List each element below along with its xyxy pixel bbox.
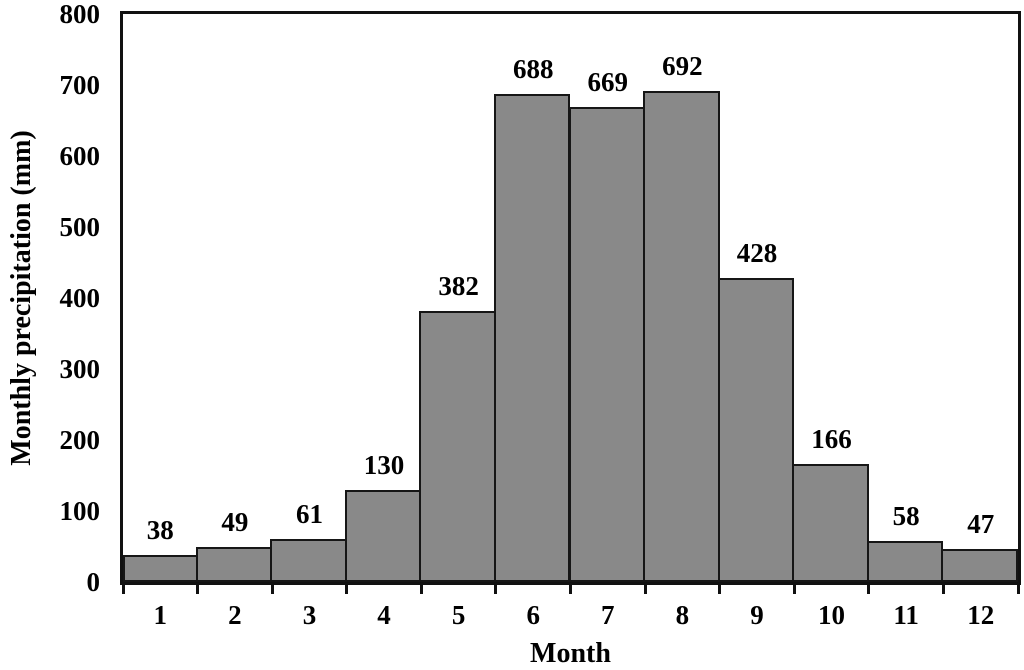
y-axis-tick-label: 500 xyxy=(59,212,101,242)
x-axis-tick-label: 5 xyxy=(451,600,466,630)
y-axis-tick-label: 300 xyxy=(59,354,101,384)
x-axis-tick-mark xyxy=(643,582,647,594)
x-axis-tick-mark xyxy=(1016,582,1020,594)
x-axis-tick-mark xyxy=(941,582,945,594)
bar-value-label: 58 xyxy=(892,501,920,531)
bar-value-label: 130 xyxy=(363,450,405,480)
y-axis-tick-label: 0 xyxy=(86,567,101,597)
bar-value-label: 49 xyxy=(221,507,249,537)
x-axis-tick-label: 8 xyxy=(675,600,690,630)
x-axis-tick-label: 2 xyxy=(228,600,242,630)
x-axis-tick-label: 1 xyxy=(153,600,168,630)
bar-month-5 xyxy=(419,311,496,582)
x-axis-tick-label: 12 xyxy=(967,600,995,630)
x-axis-tick-label: 3 xyxy=(302,600,317,630)
x-axis-tick-mark xyxy=(270,582,274,594)
bar-month-12 xyxy=(941,549,1018,582)
x-axis-tick-mark xyxy=(569,582,572,594)
bar-value-label: 692 xyxy=(662,51,703,81)
x-axis-tick-mark xyxy=(419,582,423,594)
bar-value-label: 428 xyxy=(736,238,778,268)
bar-month-1 xyxy=(123,555,198,582)
bar-value-label: 688 xyxy=(512,54,554,84)
bar-month-9 xyxy=(717,278,795,582)
y-axis-tick-label: 400 xyxy=(59,283,101,313)
x-axis-title: Month xyxy=(530,638,611,669)
bar-value-label: 47 xyxy=(967,509,995,539)
bar-month-4 xyxy=(344,490,422,582)
x-axis-tick-label: 4 xyxy=(377,600,391,630)
x-axis-tick-mark xyxy=(196,582,200,594)
x-axis-tick-mark xyxy=(345,582,349,594)
bar-value-label: 166 xyxy=(811,424,852,454)
bar-month-11 xyxy=(866,541,944,582)
bar-month-8 xyxy=(643,91,720,582)
bar-value-label: 61 xyxy=(295,499,323,529)
x-axis-tick-mark xyxy=(121,582,125,594)
y-axis-tick-label: 600 xyxy=(59,141,101,171)
y-axis-tick-label: 100 xyxy=(59,496,101,526)
x-axis-tick-mark xyxy=(718,582,722,594)
bar-value-label: 38 xyxy=(146,515,174,545)
bar-value-label: 382 xyxy=(438,271,479,301)
x-axis-tick-mark xyxy=(867,582,871,594)
y-axis-tick-label: 200 xyxy=(59,425,101,455)
x-axis-tick-label: 10 xyxy=(818,600,846,630)
x-axis-tick-label: 6 xyxy=(526,600,540,630)
y-axis-tick-label: 800 xyxy=(59,0,101,29)
bar-value-label: 669 xyxy=(587,67,629,97)
x-axis-tick-label: 7 xyxy=(601,600,615,630)
bar-month-7 xyxy=(568,107,646,582)
bar-month-2 xyxy=(195,547,273,582)
y-axis-tick-label: 700 xyxy=(59,70,101,100)
bar-month-6 xyxy=(493,94,571,582)
x-axis-tick-mark xyxy=(494,582,498,594)
plot-area xyxy=(120,11,1021,585)
bar-month-10 xyxy=(792,464,869,582)
bar-month-3 xyxy=(270,539,347,582)
x-axis-tick-label: 11 xyxy=(893,600,919,630)
x-axis-tick-label: 9 xyxy=(750,600,764,630)
x-axis-tick-mark xyxy=(792,582,796,594)
